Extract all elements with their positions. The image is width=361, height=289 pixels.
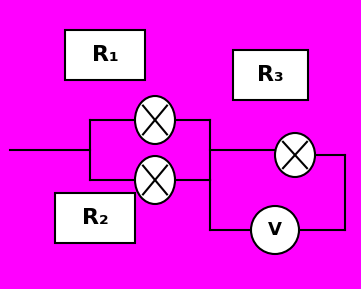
Circle shape xyxy=(251,206,299,254)
Ellipse shape xyxy=(275,133,315,177)
Ellipse shape xyxy=(135,96,175,144)
Text: R₂: R₂ xyxy=(82,208,108,228)
FancyBboxPatch shape xyxy=(55,193,135,243)
Ellipse shape xyxy=(135,156,175,204)
FancyBboxPatch shape xyxy=(65,30,145,80)
Text: V: V xyxy=(268,221,282,239)
FancyBboxPatch shape xyxy=(232,50,308,100)
Text: R₁: R₁ xyxy=(92,45,118,65)
Text: R₃: R₃ xyxy=(257,65,283,85)
